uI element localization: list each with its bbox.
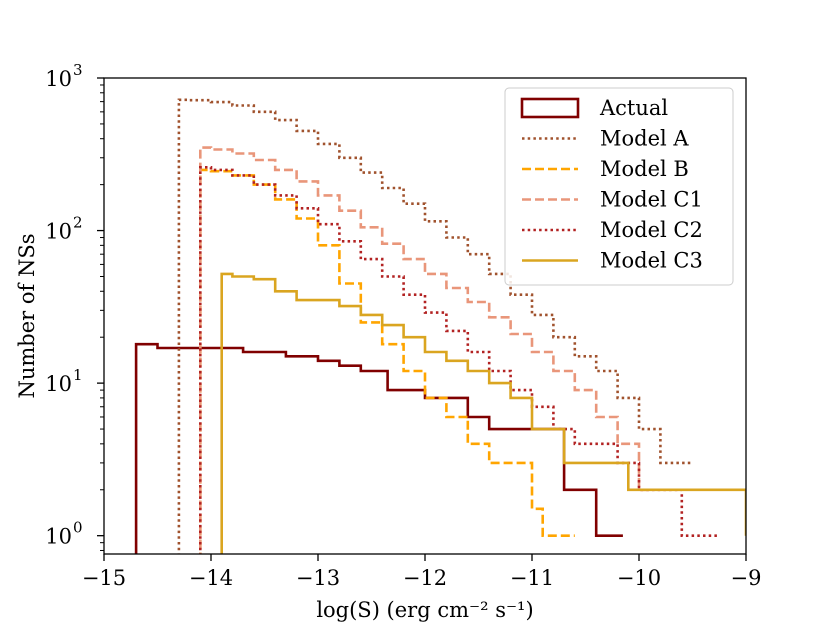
series-actual <box>134 342 623 554</box>
y-tick-label: 10 <box>45 525 72 549</box>
legend-item-model-c3: Model C3 <box>522 249 703 273</box>
legend-item-model-c2: Model C2 <box>522 218 703 242</box>
legend: Actual Model A Model B Model C1 Model C2 Mode… <box>504 87 734 286</box>
legend-label: Model C2 <box>600 218 703 242</box>
legend-item-model-c1: Model C1 <box>522 188 703 212</box>
series-layer <box>134 98 746 554</box>
x-axis: −15 −14 −13 −12 −11 −10 −9 <box>82 554 762 590</box>
series-model-c3 <box>220 272 746 554</box>
series-model-a <box>177 98 693 554</box>
legend-label: Model B <box>600 157 689 181</box>
x-tick-label: −14 <box>189 566 233 590</box>
y-tick-label: 10 <box>45 220 72 244</box>
y-tick-label: 10 <box>45 372 72 396</box>
y-axis-label: Number of NSs <box>15 233 39 398</box>
y-tick-exponent: 2 <box>73 214 83 232</box>
y-tick-exponent: 1 <box>73 366 83 384</box>
series-model-c1 <box>199 146 650 554</box>
series-model-b <box>199 168 575 554</box>
legend-label: Model C1 <box>600 188 703 212</box>
legend-label: Actual <box>599 96 668 120</box>
legend-label: Model C3 <box>600 249 703 273</box>
y-tick-exponent: 3 <box>73 61 83 79</box>
legend-item-model-a: Model A <box>522 127 689 151</box>
x-tick-label: −12 <box>403 566 447 590</box>
x-axis-label: log(S) (erg cm⁻² s⁻¹) <box>316 598 533 622</box>
legend-label: Model A <box>600 127 689 151</box>
y-tick-label: 10 <box>45 67 72 91</box>
x-tick-label: −9 <box>731 566 762 590</box>
legend-swatch <box>520 97 580 119</box>
x-tick-label: −11 <box>510 566 554 590</box>
x-tick-label: −15 <box>82 566 126 590</box>
x-tick-label: −10 <box>617 566 661 590</box>
legend-item-model-b: Model B <box>522 157 689 181</box>
y-tick-exponent: 0 <box>73 519 83 537</box>
legend-item-actual: Actual <box>520 96 668 120</box>
x-tick-label: −13 <box>296 566 340 590</box>
